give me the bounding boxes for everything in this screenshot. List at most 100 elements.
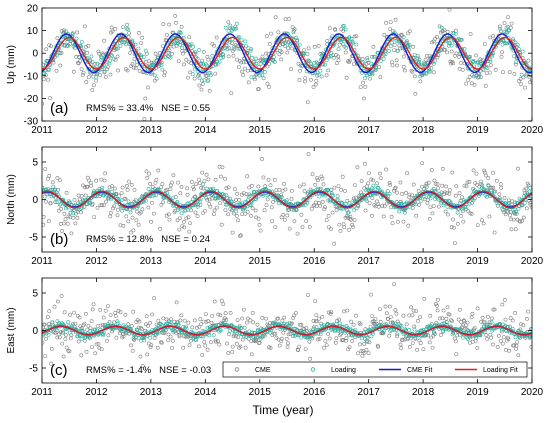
- data-point: [197, 76, 202, 81]
- data-point: [311, 85, 316, 89]
- data-point: [135, 62, 140, 67]
- data-point: [475, 223, 480, 228]
- data-point: [444, 320, 449, 325]
- data-point: [261, 175, 266, 180]
- data-point: [327, 225, 331, 230]
- data-point: [364, 338, 369, 343]
- data-point: [190, 325, 195, 330]
- data-point: [324, 58, 329, 63]
- data-point: [392, 48, 397, 53]
- data-point: [260, 73, 265, 78]
- data-point: [193, 50, 198, 55]
- data-point: [357, 321, 362, 326]
- x-tick-label: 2019: [466, 256, 489, 267]
- data-point: [527, 335, 532, 340]
- data-point: [361, 80, 366, 85]
- data-point: [505, 41, 510, 46]
- data-point: [179, 37, 184, 41]
- data-point: [120, 40, 125, 45]
- data-point: [51, 60, 56, 65]
- data-point: [160, 182, 165, 186]
- data-point: [112, 320, 116, 325]
- data-point: [389, 40, 394, 45]
- data-point: [256, 87, 261, 91]
- data-point: [349, 217, 353, 222]
- data-point: [502, 298, 507, 302]
- data-point: [106, 333, 111, 338]
- data-point: [430, 211, 435, 216]
- data-point: [427, 67, 432, 72]
- data-point: [174, 330, 179, 335]
- data-point: [398, 46, 403, 51]
- data-point: [307, 225, 312, 229]
- x-tick-label: 2020: [521, 125, 544, 136]
- data-point: [199, 78, 204, 83]
- data-point: [285, 341, 290, 346]
- data-point: [285, 345, 290, 349]
- data-point: [193, 337, 198, 342]
- data-point: [226, 351, 231, 355]
- data-point: [521, 197, 526, 202]
- data-point: [426, 180, 431, 185]
- data-point: [221, 302, 226, 307]
- data-point: [185, 201, 190, 206]
- data-point: [407, 344, 412, 349]
- data-point: [264, 203, 269, 208]
- data-point: [279, 336, 284, 341]
- data-point: [281, 212, 286, 217]
- data-point: [516, 206, 521, 211]
- data-point: [316, 43, 321, 48]
- data-point: [411, 44, 416, 49]
- data-point: [352, 199, 357, 204]
- data-point: [130, 348, 135, 353]
- x-tick-label: 2016: [303, 125, 326, 136]
- data-point: [205, 347, 210, 352]
- data-point: [78, 59, 82, 64]
- data-point: [58, 221, 63, 226]
- data-point: [145, 175, 150, 180]
- data-point: [262, 208, 267, 213]
- data-point: [471, 198, 476, 203]
- data-point: [313, 200, 318, 205]
- data-point: [388, 27, 393, 32]
- data-point: [299, 212, 304, 217]
- data-point: [182, 208, 187, 213]
- data-point: [443, 209, 448, 214]
- data-point: [122, 40, 126, 45]
- data-point: [268, 183, 273, 188]
- data-point: [400, 191, 405, 196]
- data-point: [200, 170, 205, 175]
- data-point: [101, 315, 106, 320]
- data-point: [398, 342, 403, 347]
- data-point: [287, 42, 292, 47]
- data-point: [123, 196, 128, 201]
- data-point: [237, 197, 241, 202]
- data-point: [102, 178, 107, 183]
- data-point: [518, 77, 523, 81]
- data-point: [224, 186, 229, 191]
- data-point: [160, 67, 165, 72]
- data-point: [253, 208, 258, 213]
- data-point: [204, 73, 209, 78]
- data-point: [216, 312, 221, 317]
- data-point: [410, 206, 415, 210]
- data-point: [201, 182, 206, 187]
- data-point: [435, 182, 440, 187]
- data-point: [505, 201, 510, 206]
- data-point: [80, 205, 85, 210]
- data-point: [418, 79, 423, 84]
- data-point: [198, 317, 203, 322]
- legend-label: CME: [255, 367, 271, 374]
- data-point: [276, 30, 281, 35]
- data-point: [69, 333, 74, 338]
- data-point: [159, 322, 164, 327]
- x-tick-label: 2018: [412, 256, 435, 267]
- data-point: [312, 45, 317, 49]
- data-point: [419, 62, 424, 67]
- data-point: [131, 336, 136, 341]
- data-point: [141, 336, 146, 341]
- data-point: [386, 317, 391, 321]
- data-point: [468, 32, 473, 36]
- data-point: [228, 310, 233, 315]
- data-point: [222, 176, 227, 181]
